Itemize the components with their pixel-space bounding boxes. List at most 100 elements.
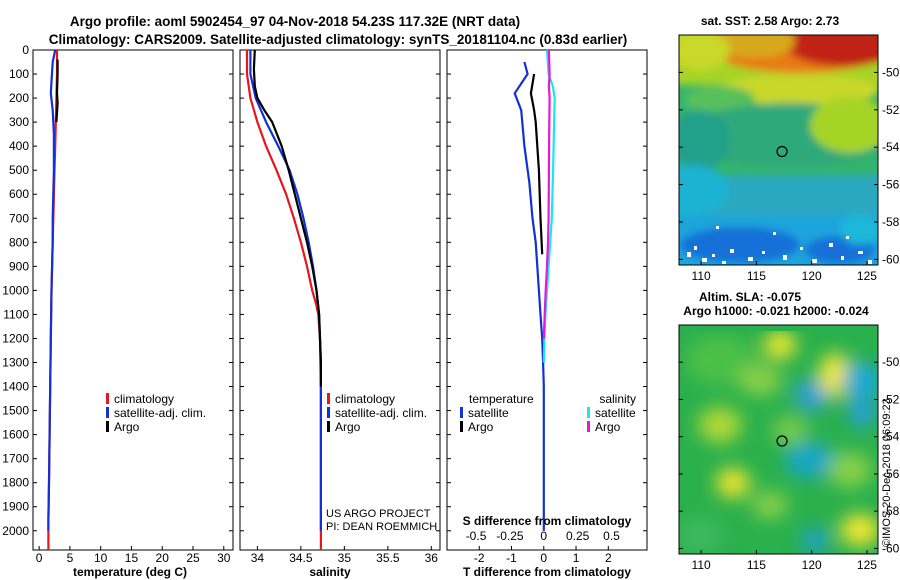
sst-map-title: sat. SST: 2.58 Argo: 2.73 <box>701 14 840 28</box>
legend-title-salinity: salinity <box>599 392 636 406</box>
depth-tick-label: 500 <box>9 163 29 177</box>
x-tick-label: 2 <box>605 551 612 565</box>
legend-swatch-argo <box>106 421 109 432</box>
s-diff-tick-label: -0.5 <box>466 529 487 543</box>
series-line-t-argo <box>529 73 544 255</box>
sla-map-title-line-1: Altim. SLA: -0.075 <box>699 290 801 304</box>
salinity-plot: 34 34.5 35 35.5 36 <box>245 49 438 565</box>
depth-tick-label: 1300 <box>2 356 29 370</box>
legend-swatch-argo <box>327 421 330 432</box>
map-y-tick-label: -50 <box>882 65 900 79</box>
sla-map-title-line-2: Argo h1000: -0.021 h2000: -0.024 <box>683 304 869 318</box>
series-line-satellite-adj-clim- <box>47 49 57 531</box>
salinity-panel-frame <box>239 49 441 551</box>
legend-label-climatology: climatology <box>335 392 395 406</box>
temperature-legend: climatology satellite-adj. clim. Argo <box>106 392 206 434</box>
temperature-panel-frame <box>32 49 234 551</box>
sst-map-frame <box>678 34 879 266</box>
map-y-tick-label: -58 <box>882 215 900 229</box>
map-x-tick-label: 125 <box>857 558 877 572</box>
map-y-tick-label: -56 <box>882 467 900 481</box>
map-y-tick-label: -52 <box>882 103 900 117</box>
depth-tick-label: 1900 <box>2 500 29 514</box>
depth-tick-label: 2000 <box>2 524 29 538</box>
map-x-tick-label: 115 <box>747 269 766 283</box>
depth-tick-label: 400 <box>9 139 29 153</box>
depth-tick-label: 0 <box>22 43 29 57</box>
map-y-tick-label: -54 <box>882 430 900 444</box>
depth-tick-label: 1200 <box>2 331 29 345</box>
map-x-tick-label: 115 <box>747 558 766 572</box>
salinity-x-label: salinity <box>309 565 351 579</box>
x-tick-label: 30 <box>217 551 231 565</box>
depth-tick-label: 1400 <box>2 380 29 394</box>
legend-swatch-s-argo <box>587 421 590 432</box>
map-y-tick-label: -56 <box>882 178 900 192</box>
map-y-tick-label: -54 <box>882 140 900 154</box>
sla-map: 110 115 120 125 -50 -52 -54 -56 -58 -60 <box>678 324 900 572</box>
legend-label-satellite: satellite-adj. clim. <box>335 406 427 420</box>
t-difference-x-label: T difference from climatology <box>463 565 631 579</box>
map-y-tick-label: -60 <box>882 252 900 266</box>
depth-tick-label: 800 <box>9 235 29 249</box>
x-tick-label: 10 <box>94 551 108 565</box>
map-x-tick-label: 110 <box>692 269 711 283</box>
depth-tick-label: 1600 <box>2 428 29 442</box>
salinity-legend: climatology satellite-adj. clim. Argo <box>327 392 427 434</box>
legend-swatch-t-satellite <box>460 407 463 418</box>
legend-swatch-climatology <box>327 393 330 404</box>
series-line-argo <box>252 49 322 387</box>
legend-swatch-satellite <box>106 407 109 418</box>
sst-map: 110 115 120 125 -50 -52 -54 -56 -58 -60 <box>678 34 900 283</box>
difference-legend: temperature satellite Argo salinity sate… <box>460 392 636 434</box>
map-y-tick-label: -58 <box>882 504 900 518</box>
map-x-tick-label: 110 <box>692 558 711 572</box>
legend-swatch-t-argo <box>460 421 463 432</box>
legend-label-t-satellite: satellite <box>468 406 509 420</box>
legend-label-s-satellite: satellite <box>595 406 636 420</box>
sla-map-axes: 110 115 120 125 -50 -52 -54 -56 -58 -60 <box>679 355 900 572</box>
credit-project: US ARGO PROJECT <box>326 508 431 520</box>
x-tick-label: 25 <box>186 551 200 565</box>
depth-tick-label: 100 <box>9 67 29 81</box>
x-tick-label: 20 <box>156 551 170 565</box>
credit-pi: PI: DEAN ROEMMICH <box>326 521 437 533</box>
x-tick-label: 15 <box>125 551 139 565</box>
x-tick-label: 5 <box>67 551 74 565</box>
x-tick-label: 1 <box>573 551 580 565</box>
s-diff-tick-label: 0 <box>540 529 547 543</box>
legend-label-argo: Argo <box>335 420 361 434</box>
x-tick-label: 35 <box>338 551 352 565</box>
x-tick-label: 34.5 <box>289 551 313 565</box>
title-line-2: Climatology: CARS2009. Satellite-adjuste… <box>49 32 627 47</box>
map-x-tick-label: 120 <box>802 558 822 572</box>
float-position-marker <box>776 145 788 158</box>
legend-label-t-argo: Argo <box>468 420 494 434</box>
sst-map-missing-data <box>687 226 872 264</box>
temperature-plot: 0 5 10 15 20 25 30 <box>36 49 231 565</box>
imos-stamp: ©IMOS 20-Dec-2018 06:09:23 <box>881 398 893 547</box>
series-line-climatology <box>245 50 322 550</box>
map-y-tick-label: -60 <box>882 541 900 555</box>
depth-tick-label: 900 <box>9 259 29 273</box>
series-line-argo <box>55 59 59 123</box>
depth-tick-label: 1700 <box>2 452 29 466</box>
legend-title-temperature: temperature <box>469 392 534 406</box>
depth-axis: 0 100 200 300 400 500 600 700 800 900 1000 1100 1200… <box>2 43 647 538</box>
map-x-tick-label: 120 <box>802 269 822 283</box>
temperature-x-label: temperature (deg C) <box>73 565 187 579</box>
x-tick-label: 0 <box>36 551 43 565</box>
series-line-s-argo <box>542 49 551 339</box>
series-line-t-satellite <box>513 61 545 531</box>
depth-tick-label: 1800 <box>2 476 29 490</box>
legend-label-argo: Argo <box>114 420 140 434</box>
s-diff-tick-label: 0.25 <box>566 529 590 543</box>
sst-map-axes: 110 115 120 125 -50 -52 -54 -56 -58 -60 <box>679 65 900 283</box>
legend-label-satellite: satellite-adj. clim. <box>114 406 206 420</box>
map-x-tick-label: 125 <box>857 269 877 283</box>
legend-swatch-s-satellite <box>587 407 590 418</box>
depth-tick-label: 1500 <box>2 404 29 418</box>
s-difference-x-label: S difference from climatology <box>463 514 632 528</box>
